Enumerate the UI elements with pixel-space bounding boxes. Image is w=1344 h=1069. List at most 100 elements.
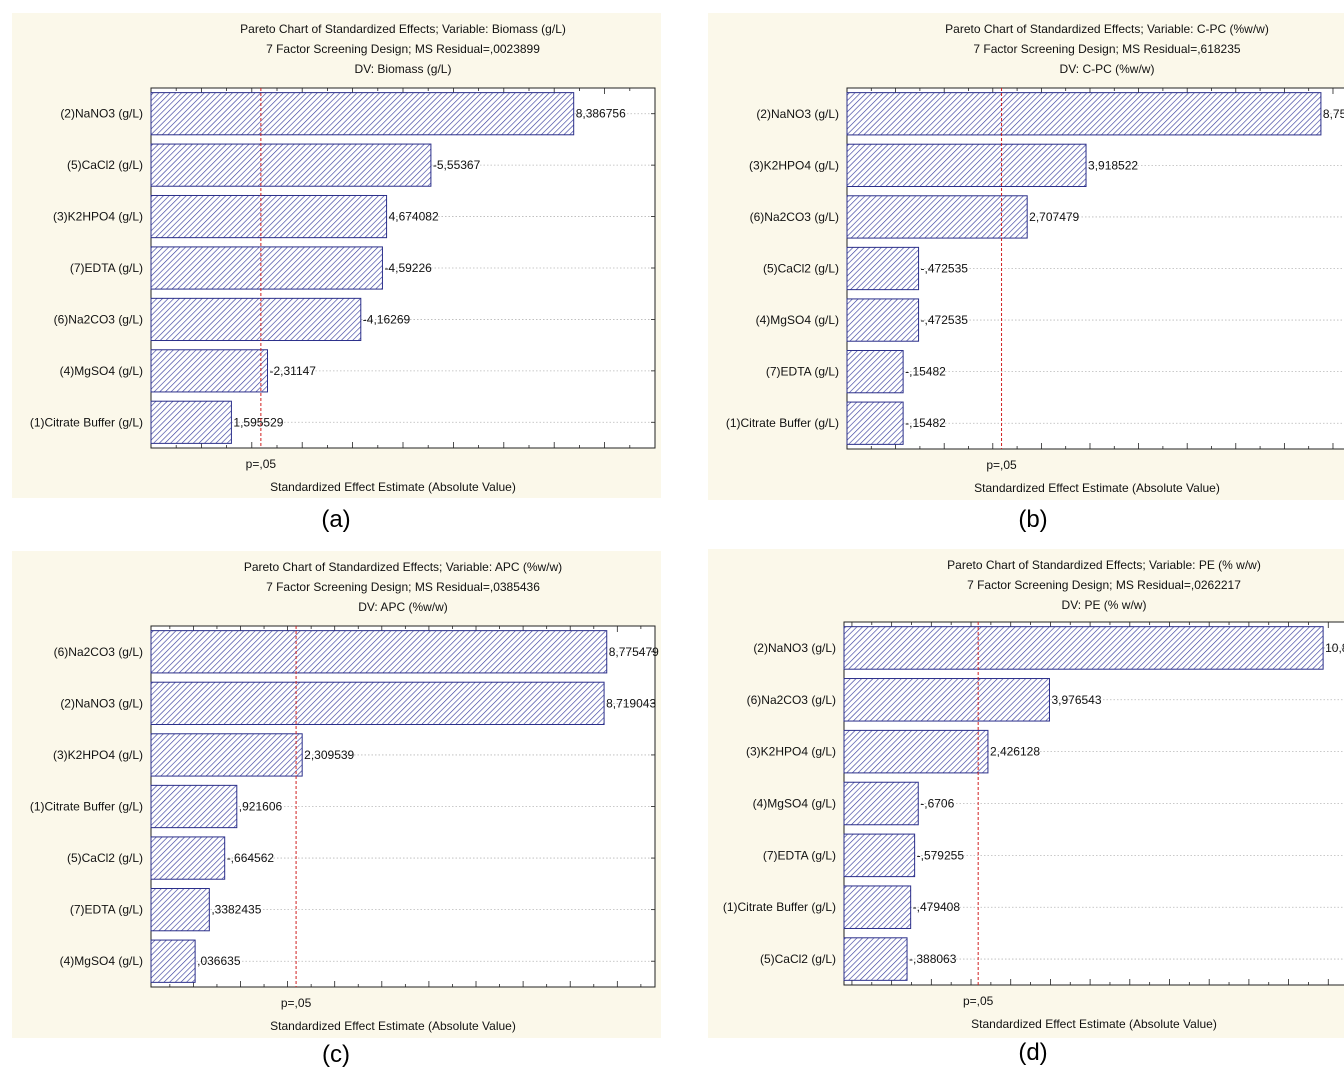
chart-svg: Pareto Chart of Standardized Effects; Va…	[708, 13, 1344, 500]
bar-value-label: 2,309539	[304, 748, 354, 762]
bar	[846, 298, 920, 342]
chart-title-line-0: Pareto Chart of Standardized Effects; Va…	[945, 22, 1269, 36]
bar	[150, 92, 575, 136]
category-label: (6)Na2CO3 (g/L)	[747, 693, 836, 707]
category-label: (2)NaNO3 (g/L)	[60, 696, 143, 710]
bar-value-label: -4,59226	[384, 261, 432, 275]
bar-value-label: -,479408	[913, 900, 961, 914]
category-label: (7)EDTA (g/L)	[766, 365, 839, 379]
chart-title-line-2: DV: Biomass (g/L)	[355, 62, 452, 76]
bar-value-label: -4,16269	[363, 312, 411, 326]
bar	[843, 626, 1324, 670]
chart-title-line-2: DV: APC (%w/w)	[358, 600, 448, 614]
chart-title-line-2: DV: PE (% w/w)	[1062, 598, 1147, 612]
pareto-chart-c-pc: Pareto Chart of Standardized Effects; Va…	[708, 13, 1344, 500]
chart-title-line-1: 7 Factor Screening Design; MS Residual=,…	[266, 42, 540, 56]
x-axis-label: Standardized Effect Estimate (Absolute V…	[270, 1019, 516, 1033]
caption-d: (d)	[1018, 1039, 1048, 1066]
bar-value-label: 3,976543	[1051, 693, 1101, 707]
threshold-label: p=,05	[963, 994, 994, 1008]
category-label: (2)NaNO3 (g/L)	[756, 107, 839, 121]
chart-title-line-1: 7 Factor Screening Design; MS Residual=,…	[266, 580, 540, 594]
category-label: (1)Citrate Buffer (g/L)	[30, 415, 143, 429]
category-label: (7)EDTA (g/L)	[763, 848, 836, 862]
bar-value-label: -,15482	[905, 365, 946, 379]
caption-c: (c)	[322, 1041, 350, 1068]
chart-title-line-1: 7 Factor Screening Design; MS Residual=,…	[973, 42, 1240, 56]
bar	[846, 92, 1322, 136]
bar	[150, 733, 303, 777]
category-label: (2)NaNO3 (g/L)	[60, 107, 143, 121]
bar	[846, 349, 904, 394]
bar	[843, 678, 1050, 722]
bar	[843, 937, 908, 981]
category-label: (6)Na2CO3 (g/L)	[750, 210, 839, 224]
caption-b: (b)	[1018, 506, 1048, 533]
bar-value-label: 8,75181	[1323, 107, 1344, 121]
chart-svg: Pareto Chart of Standardized Effects; Va…	[708, 549, 1344, 1038]
category-label: (6)Na2CO3 (g/L)	[54, 312, 143, 326]
bar-value-label: -,664562	[227, 851, 275, 865]
bar	[843, 729, 989, 774]
category-label: (5)CaCl2 (g/L)	[67, 851, 143, 865]
bar-value-label: ,036635	[197, 954, 241, 968]
category-label: (5)CaCl2 (g/L)	[760, 952, 836, 966]
category-label: (1)Citrate Buffer (g/L)	[726, 416, 839, 430]
bar	[150, 630, 608, 674]
pareto-chart-apc: Pareto Chart of Standardized Effects; Va…	[12, 551, 661, 1038]
caption-a: (a)	[321, 506, 351, 533]
bar	[846, 401, 904, 445]
bar	[150, 297, 362, 342]
category-label: (7)EDTA (g/L)	[70, 903, 143, 917]
bar-value-label: 1,595529	[233, 415, 283, 429]
bar-value-label: 8,719043	[606, 696, 656, 710]
bar-value-label: ,3382435	[211, 903, 261, 917]
bar	[846, 195, 1028, 239]
category-label: (1)Citrate Buffer (g/L)	[30, 800, 143, 814]
bar	[150, 681, 605, 726]
category-label: (3)K2HPO4 (g/L)	[749, 158, 839, 172]
bar-value-label: -,472535	[921, 313, 969, 327]
bar-value-label: -2,31147	[269, 364, 316, 378]
bar-value-label: -,579255	[917, 848, 965, 862]
chart-title-line-0: Pareto Chart of Standardized Effects; Va…	[240, 22, 566, 36]
bar-value-label: 2,426128	[990, 745, 1040, 759]
bar-value-label: ,921606	[239, 800, 283, 814]
bar	[150, 400, 232, 444]
category-label: (4)MgSO4 (g/L)	[753, 797, 836, 811]
bar-value-label: -,472535	[921, 262, 969, 276]
category-label: (4)MgSO4 (g/L)	[756, 313, 839, 327]
bar	[150, 836, 226, 880]
chart-svg: Pareto Chart of Standardized Effects; Va…	[12, 551, 661, 1038]
chart-title-line-2: DV: C-PC (%w/w)	[1060, 62, 1155, 76]
category-label: (6)Na2CO3 (g/L)	[54, 645, 143, 659]
category-label: (5)CaCl2 (g/L)	[763, 262, 839, 276]
chart-title-line-0: Pareto Chart of Standardized Effects; Va…	[947, 558, 1261, 572]
category-label: (3)K2HPO4 (g/L)	[53, 210, 143, 224]
bar	[843, 781, 919, 826]
bar-value-label: -,15482	[905, 416, 946, 430]
category-label: (3)K2HPO4 (g/L)	[746, 745, 836, 759]
bar	[150, 939, 196, 983]
bar	[843, 833, 916, 878]
bar-value-label: -,6706	[920, 797, 954, 811]
bar	[150, 887, 210, 932]
bar	[843, 885, 912, 929]
bar	[150, 784, 238, 829]
x-axis-label: Standardized Effect Estimate (Absolute V…	[971, 1017, 1217, 1031]
category-label: (3)K2HPO4 (g/L)	[53, 748, 143, 762]
bar-value-label: -,388063	[909, 952, 957, 966]
bar-value-label: 8,775479	[609, 645, 659, 659]
chart-title-line-1: 7 Factor Screening Design; MS Residual=,…	[967, 578, 1241, 592]
category-label: (5)CaCl2 (g/L)	[67, 158, 143, 172]
pareto-chart-biomass: Pareto Chart of Standardized Effects; Va…	[12, 13, 661, 498]
bar-value-label: 10,87	[1325, 641, 1344, 655]
pareto-chart-pe: Pareto Chart of Standardized Effects; Va…	[708, 549, 1344, 1038]
category-label: (4)MgSO4 (g/L)	[60, 364, 143, 378]
bar	[150, 143, 432, 187]
bar-value-label: 2,707479	[1029, 210, 1079, 224]
bar	[150, 349, 268, 393]
bar-value-label: 8,386756	[576, 107, 626, 121]
category-label: (4)MgSO4 (g/L)	[60, 954, 143, 968]
chart-svg: Pareto Chart of Standardized Effects; Va…	[12, 13, 661, 498]
